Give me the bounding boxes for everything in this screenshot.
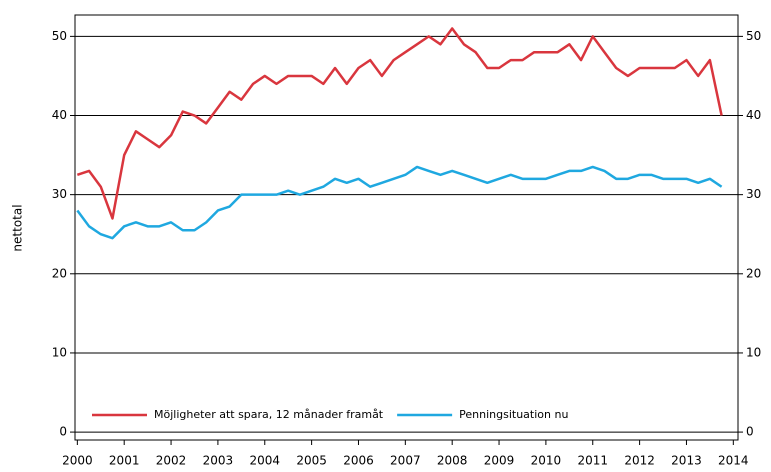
y-tick-label: 30 bbox=[52, 187, 67, 201]
x-tick-label: 2007 bbox=[390, 454, 421, 468]
plot-frame bbox=[74, 14, 739, 441]
y2-tick-label: 10 bbox=[746, 345, 761, 359]
legend-label: Möjligheter att spara, 12 månader framåt bbox=[154, 408, 384, 421]
x-tick-label: 2009 bbox=[484, 454, 515, 468]
legend-label: Penningsituation nu bbox=[459, 408, 568, 421]
y-tick-label: 10 bbox=[52, 345, 67, 359]
y2-tick-label: 30 bbox=[746, 187, 761, 201]
y-tick-label: 20 bbox=[52, 266, 67, 280]
x-tick-label: 2006 bbox=[343, 454, 374, 468]
line bbox=[76, 27, 723, 220]
x-tick-label: 2000 bbox=[62, 454, 93, 468]
x-tick-label: 2005 bbox=[296, 454, 327, 468]
y2-tick-label: 0 bbox=[746, 425, 754, 439]
x-tick-label: 2004 bbox=[249, 454, 280, 468]
x-tick-label: 2014 bbox=[718, 454, 749, 468]
y-tick-label: 50 bbox=[52, 29, 67, 43]
y2-tick-label: 20 bbox=[746, 266, 761, 280]
y2-tick-label: 40 bbox=[746, 108, 761, 122]
x-tick-label: 2008 bbox=[437, 454, 468, 468]
line bbox=[76, 165, 723, 240]
x-tick-label: 2012 bbox=[624, 454, 655, 468]
x-tick-label: 2002 bbox=[156, 454, 187, 468]
y-tick-label: 0 bbox=[59, 425, 67, 439]
x-tick-label: 2013 bbox=[671, 454, 702, 468]
x-tick-label: 2001 bbox=[109, 454, 140, 468]
x-tick-label: 2010 bbox=[531, 454, 562, 468]
y-axis-label: nettotal bbox=[11, 204, 25, 251]
y-tick-label: 40 bbox=[52, 108, 67, 122]
x-tick-label: 2011 bbox=[577, 454, 608, 468]
x-tick-label: 2003 bbox=[203, 454, 234, 468]
y2-tick-label: 50 bbox=[746, 29, 761, 43]
